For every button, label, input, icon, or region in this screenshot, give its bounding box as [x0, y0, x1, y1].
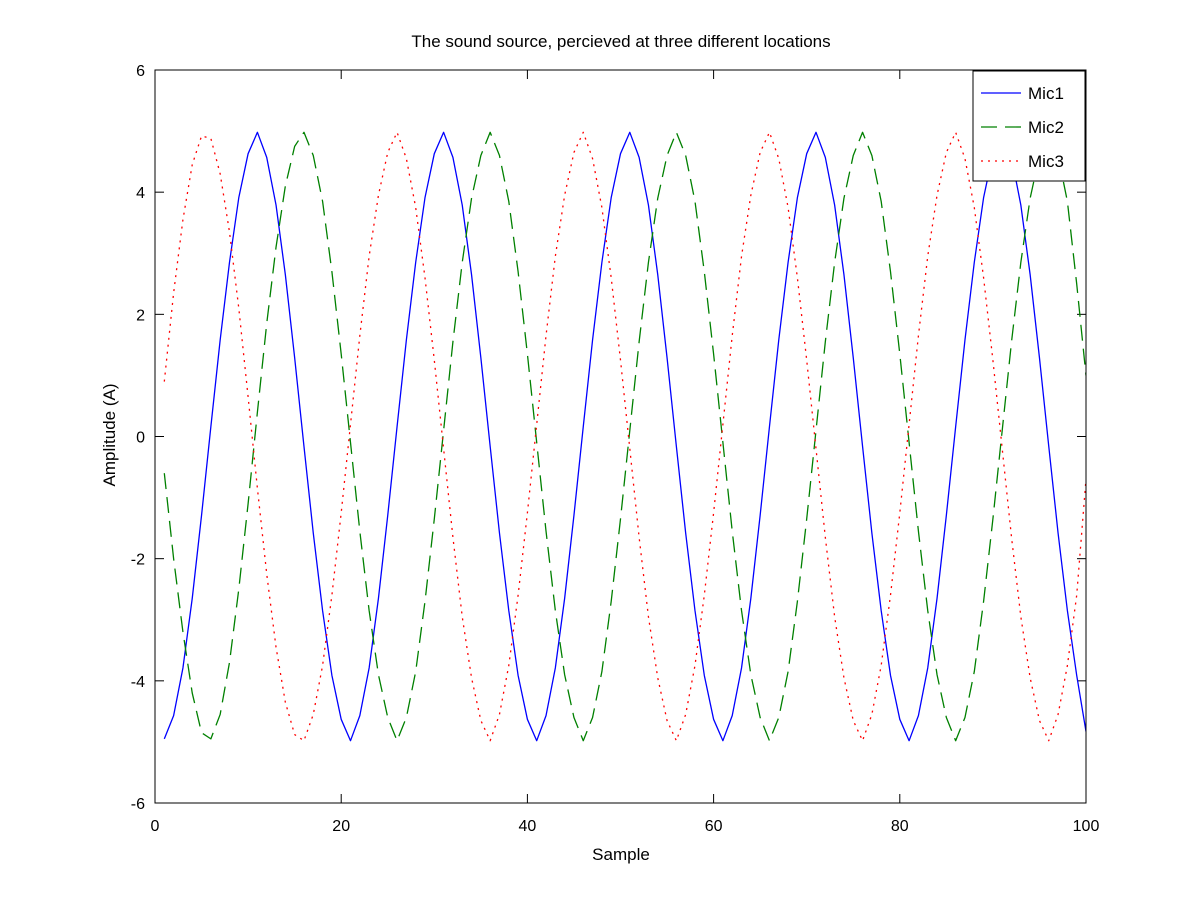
- x-axis-title: Sample: [592, 845, 650, 864]
- y-axis-title: Amplitude (A): [100, 384, 119, 487]
- x-tick-label: 60: [705, 818, 723, 835]
- series-line-mic3: [163, 131, 1086, 742]
- legend-label-mic1: Mic1: [1028, 84, 1064, 103]
- y-tick-label: -6: [131, 796, 145, 813]
- x-tick-label: 40: [519, 818, 537, 835]
- series-layer: [163, 131, 1086, 742]
- x-tick-label: 0: [151, 818, 160, 835]
- legend-box: [972, 70, 1086, 182]
- y-tick-label: -2: [131, 552, 145, 569]
- chart-title: The sound source, percieved at three dif…: [411, 32, 830, 51]
- y-tick-label: -4: [131, 674, 145, 691]
- x-tick-label: 100: [1073, 818, 1100, 835]
- plot-frame: [154, 69, 1087, 804]
- legend: Mic1 Mic2 Mic3: [972, 70, 1086, 182]
- y-tick-label: 0: [136, 430, 145, 447]
- legend-label-mic2: Mic2: [1028, 118, 1064, 137]
- x-tick-label: 80: [891, 818, 909, 835]
- series-line-mic1: [163, 131, 1086, 742]
- y-tick-label: 6: [136, 63, 145, 80]
- y-tick-label: 4: [136, 185, 145, 202]
- axis-ticks: 0 20 40 60 80 100 -6 -4 -2 0 2 4 6: [131, 63, 1100, 835]
- legend-label-mic3: Mic3: [1028, 152, 1064, 171]
- y-tick-label: 2: [136, 307, 145, 324]
- x-tick-label: 20: [332, 818, 350, 835]
- series-line-mic2: [163, 131, 1086, 742]
